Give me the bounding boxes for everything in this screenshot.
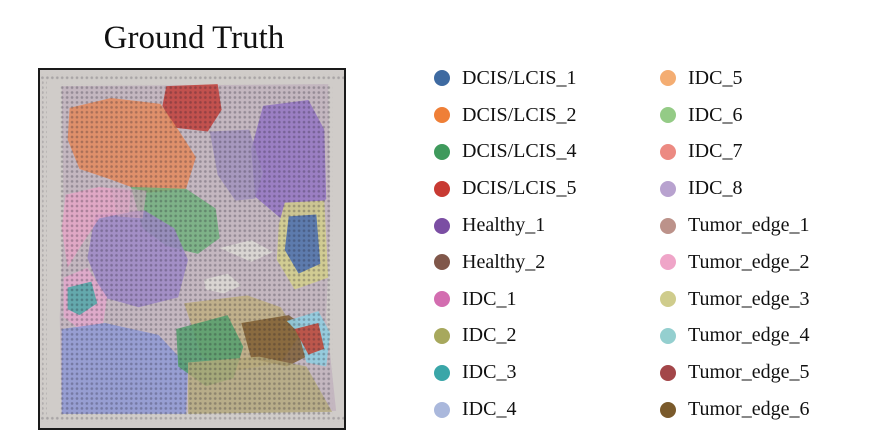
legend-label: IDC_1 [462, 287, 517, 310]
legend-swatch [434, 327, 450, 344]
legend-label: IDC_8 [688, 177, 743, 200]
legend-item: IDC_8 [660, 170, 809, 207]
legend-label: IDC_3 [462, 361, 517, 384]
legend-item: IDC_2 [434, 318, 576, 355]
legend-item: DCIS/LCIS_1 [434, 60, 576, 97]
legend-swatch [434, 107, 450, 124]
legend-label: Tumor_edge_1 [688, 214, 810, 237]
legend-label: Tumor_edge_2 [688, 250, 810, 273]
legend-item: Tumor_edge_1 [660, 207, 809, 244]
legend-swatch [434, 217, 450, 234]
legend-column-right: IDC_5 IDC_6 IDC_7 IDC_8 Tumor_edge_1 Tum… [660, 60, 809, 428]
legend-label: Healthy_1 [462, 214, 546, 237]
legend-swatch [434, 401, 450, 418]
legend-label: DCIS/LCIS_5 [462, 177, 577, 200]
legend-swatch [660, 143, 676, 160]
legend-label: DCIS/LCIS_2 [462, 103, 577, 126]
legend-item: Tumor_edge_3 [660, 281, 809, 318]
legend-item: IDC_6 [660, 97, 809, 134]
tissue-map [40, 70, 344, 428]
legend-label: IDC_4 [462, 398, 517, 421]
legend-label: IDC_7 [688, 140, 743, 163]
legend-label: DCIS/LCIS_1 [462, 66, 577, 89]
legend-item: IDC_5 [660, 60, 809, 97]
legend-swatch [660, 217, 676, 234]
legend-swatch [660, 180, 676, 197]
legend-swatch [660, 364, 676, 381]
legend-item: Healthy_2 [434, 244, 576, 281]
legend-swatch [660, 254, 676, 271]
legend-swatch [660, 401, 676, 418]
legend-item: Healthy_1 [434, 207, 576, 244]
legend: DCIS/LCIS_1 DCIS/LCIS_2 DCIS/LCIS_4 DCIS… [434, 60, 874, 420]
legend-label: Tumor_edge_6 [688, 398, 810, 421]
legend-swatch [434, 70, 450, 87]
legend-swatch [660, 70, 676, 87]
legend-item: Tumor_edge_2 [660, 244, 809, 281]
legend-swatch [434, 143, 450, 160]
tissue-image [38, 68, 346, 430]
legend-item: DCIS/LCIS_2 [434, 97, 576, 134]
legend-swatch [434, 254, 450, 271]
legend-item: Tumor_edge_6 [660, 391, 809, 428]
legend-label: DCIS/LCIS_4 [462, 140, 577, 163]
legend-item: DCIS/LCIS_5 [434, 170, 576, 207]
legend-item: Tumor_edge_4 [660, 318, 809, 355]
figure-title: Ground Truth [103, 20, 285, 56]
legend-swatch [434, 291, 450, 308]
legend-item: IDC_7 [660, 134, 809, 171]
legend-column-left: DCIS/LCIS_1 DCIS/LCIS_2 DCIS/LCIS_4 DCIS… [434, 60, 576, 428]
legend-label: IDC_2 [462, 324, 517, 347]
legend-swatch [434, 180, 450, 197]
legend-label: IDC_5 [688, 66, 743, 89]
legend-label: IDC_6 [688, 103, 743, 126]
legend-item: IDC_3 [434, 354, 576, 391]
legend-item: IDC_1 [434, 281, 576, 318]
legend-label: Tumor_edge_4 [688, 324, 810, 347]
legend-swatch [434, 364, 450, 381]
legend-swatch [660, 107, 676, 124]
legend-item: Tumor_edge_5 [660, 354, 809, 391]
legend-swatch [660, 327, 676, 344]
legend-label: Healthy_2 [462, 250, 546, 273]
legend-item: IDC_4 [434, 391, 576, 428]
legend-swatch [660, 291, 676, 308]
legend-item: DCIS/LCIS_4 [434, 134, 576, 171]
legend-label: Tumor_edge_5 [688, 361, 810, 384]
legend-label: Tumor_edge_3 [688, 287, 810, 310]
